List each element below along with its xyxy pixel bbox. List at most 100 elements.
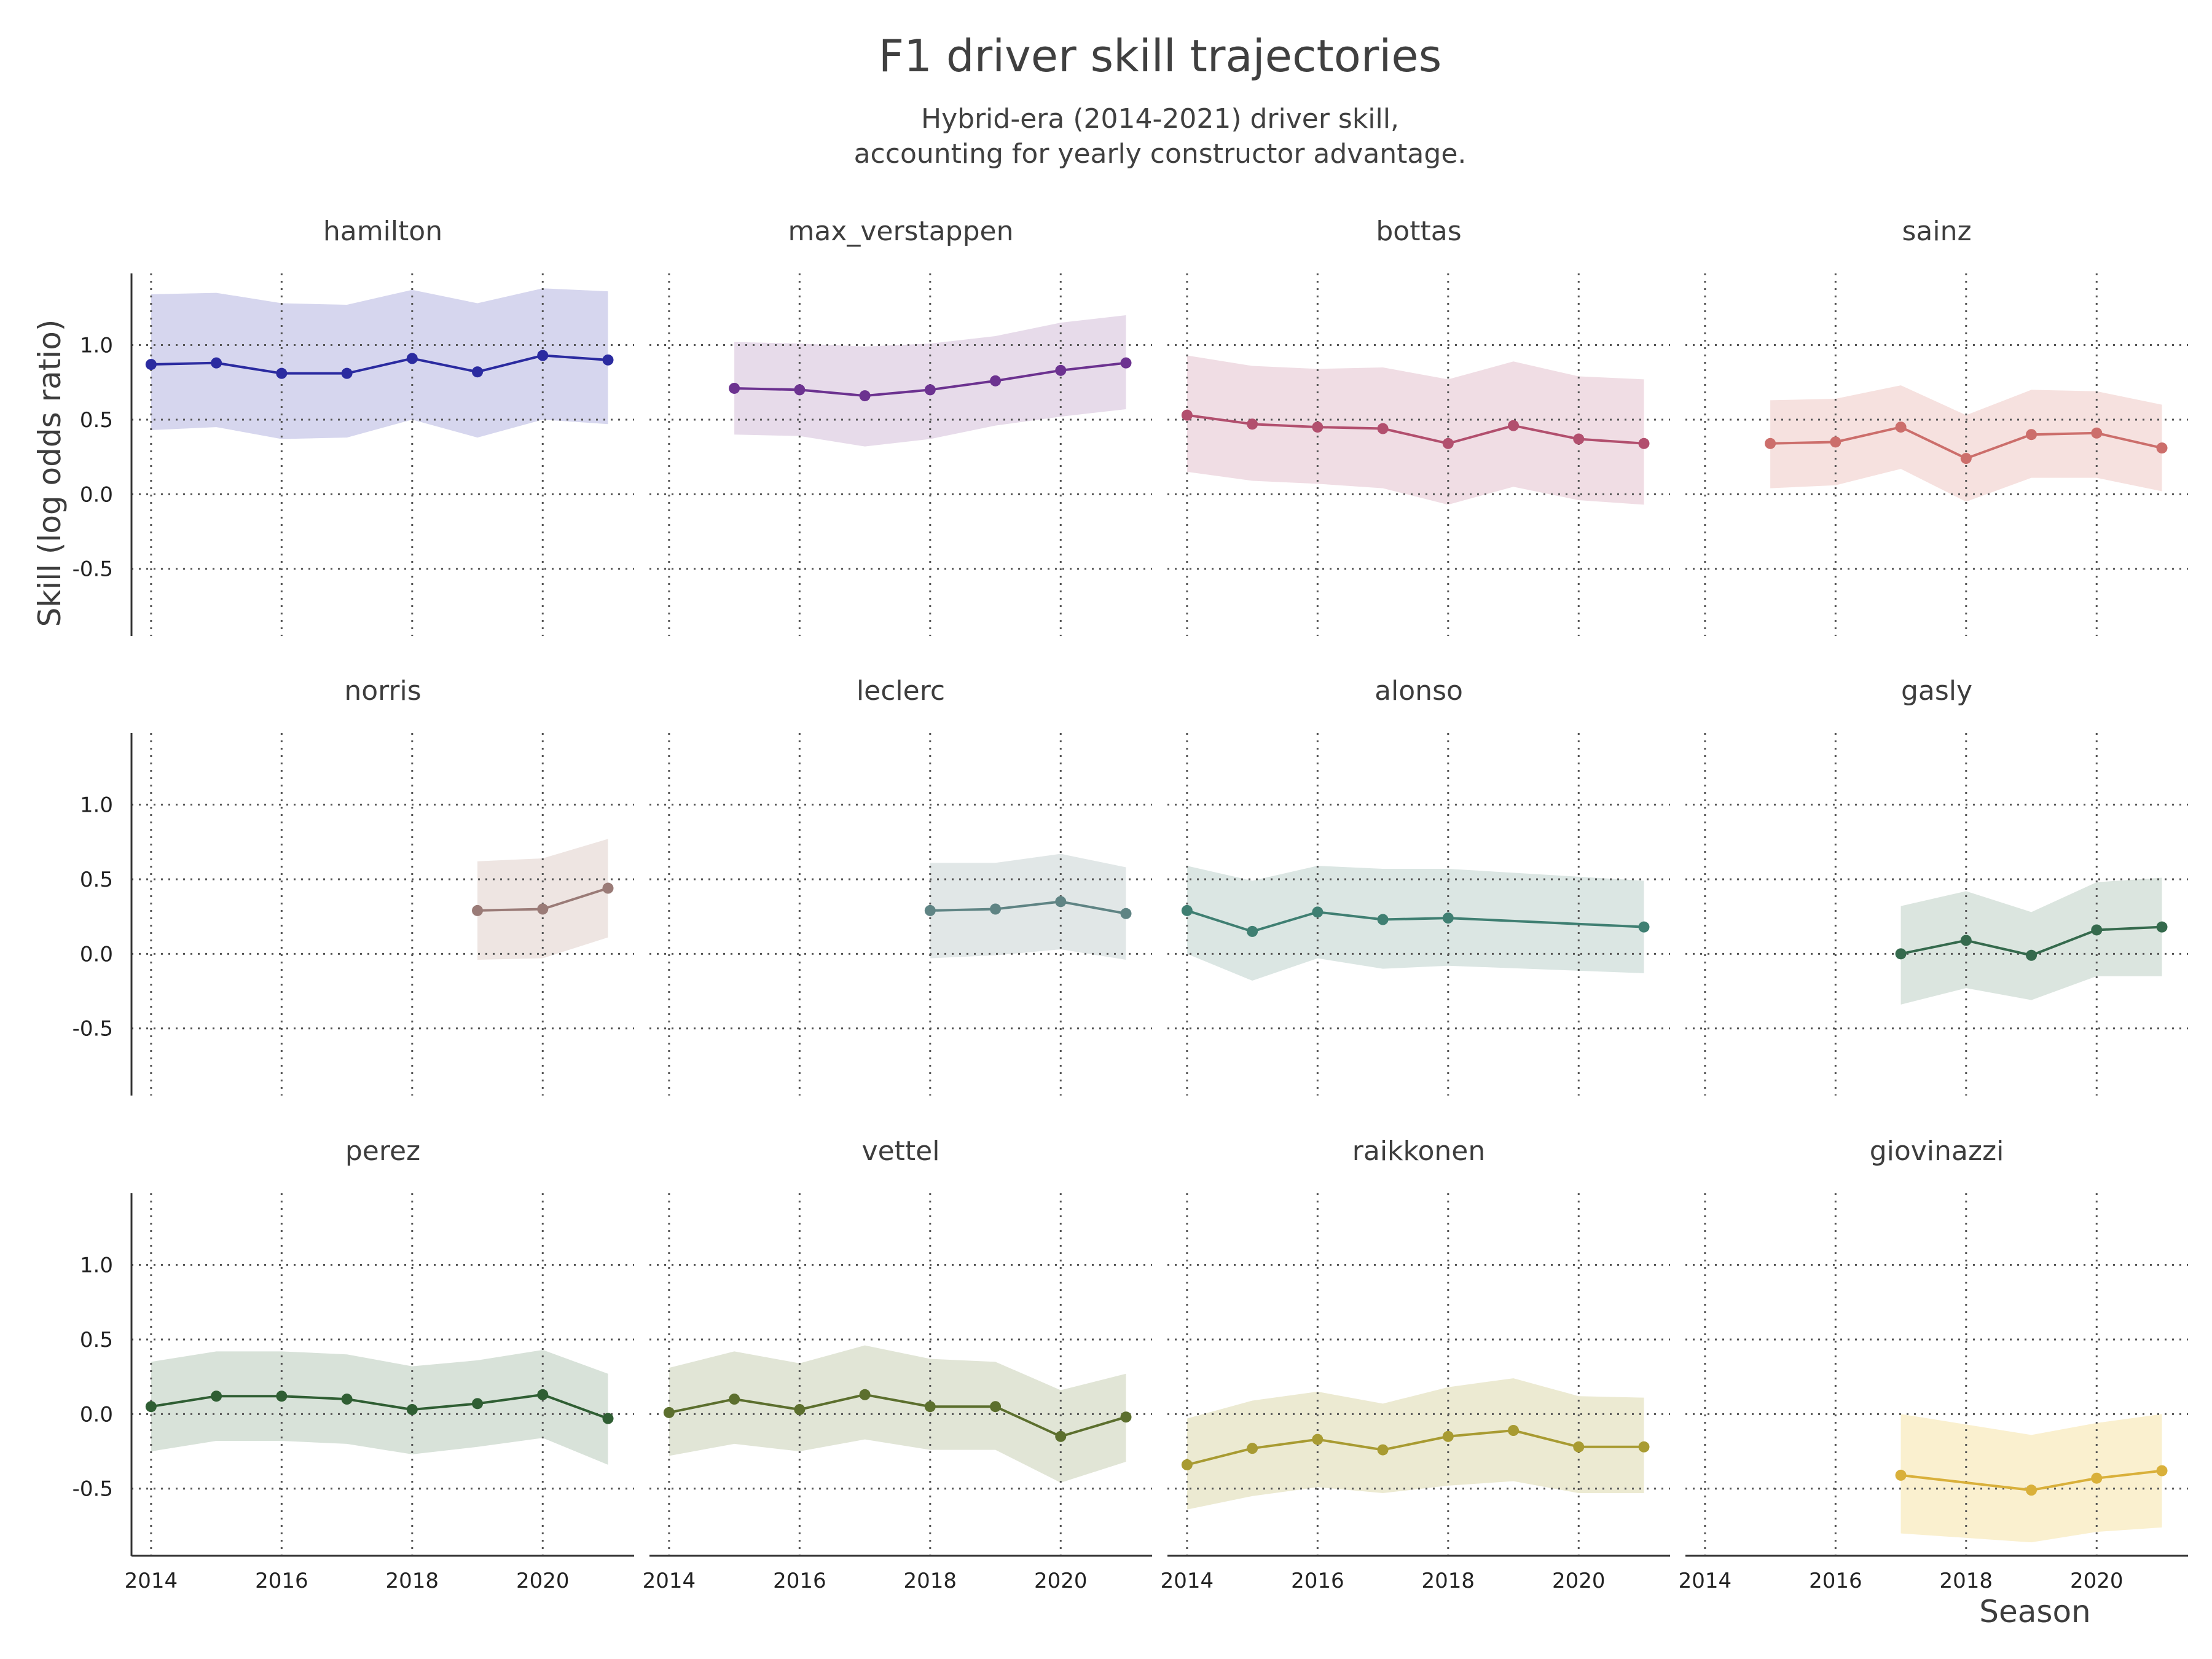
y-tick-label: 0.0 — [80, 942, 113, 967]
point-sainz-2017 — [1895, 422, 1907, 433]
panel-title-giovinazzi: giovinazzi — [1870, 1135, 2004, 1167]
band-hamilton — [151, 288, 608, 439]
chart-title: F1 driver skill trajectories — [879, 30, 1441, 82]
band-bottas — [1186, 355, 1644, 505]
point-max_verstappen-2017 — [859, 390, 871, 402]
y-tick-label: -0.5 — [73, 557, 113, 582]
point-perez-2020 — [537, 1389, 549, 1400]
panel-title-perez: perez — [345, 1135, 420, 1167]
panel-title-alonso: alonso — [1375, 675, 1463, 707]
panel-sainz: sainz — [1685, 216, 2188, 636]
point-vettel-2019 — [990, 1401, 1002, 1413]
point-perez-2016 — [276, 1390, 288, 1402]
point-raikkonen-2016 — [1312, 1433, 1324, 1445]
point-max_verstappen-2020 — [1055, 364, 1067, 376]
panel-raikkonen: raikkonen 2014 2016 2018 2020 — [1161, 1135, 1670, 1593]
band-giovinazzi — [1900, 1414, 2162, 1543]
y-tick-label: 1.0 — [80, 334, 113, 358]
point-alonso-2015 — [1247, 925, 1258, 937]
point-bottas-2020 — [1573, 433, 1585, 445]
series-line-perez — [151, 1393, 609, 1420]
point-raikkonen-2021 — [1638, 1441, 1650, 1453]
series-line-hamilton — [151, 354, 608, 375]
point-leclerc-2018 — [924, 904, 936, 916]
point-alonso-2021 — [1638, 921, 1650, 933]
point-sainz-2016 — [1830, 436, 1841, 448]
y-tick-label: 1.0 — [80, 793, 113, 818]
point-giovinazzi-2021 — [2156, 1465, 2168, 1477]
point-max_verstappen-2018 — [924, 384, 936, 396]
point-perez-2014 — [145, 1401, 157, 1413]
point-vettel-2021 — [1120, 1411, 1132, 1423]
point-alonso-2014 — [1181, 904, 1193, 916]
point-perez-2018 — [406, 1404, 418, 1416]
x-tick-label: 2018 — [386, 1569, 439, 1593]
point-max_verstappen-2016 — [794, 384, 806, 396]
panel-title-sainz: sainz — [1902, 216, 1971, 247]
x-tick-label: 2016 — [1809, 1569, 1862, 1593]
y-axis-label: Skill (log odds ratio) — [32, 320, 68, 627]
x-tick-label: 2016 — [1291, 1569, 1344, 1593]
y-tick-label: 0.0 — [80, 1402, 113, 1427]
y-tick-label: 0.5 — [80, 868, 113, 892]
point-sainz-2021 — [2156, 442, 2168, 454]
point-perez-2015 — [211, 1390, 222, 1402]
point-gasly-2018 — [1960, 935, 1972, 946]
panel-title-hamilton: hamilton — [323, 216, 442, 247]
y-tick-label: 0.0 — [80, 482, 113, 507]
point-bottas-2021 — [1638, 437, 1650, 449]
panel-giovinazzi: giovinazzi 2014 2016 2018 2020 — [1679, 1135, 2188, 1593]
x-tick-label: 2014 — [1679, 1569, 1732, 1593]
point-bottas-2016 — [1312, 422, 1324, 433]
point-norris-2021 — [602, 882, 614, 894]
point-norris-2019 — [472, 904, 484, 916]
point-giovinazzi-2020 — [2091, 1472, 2103, 1484]
point-raikkonen-2014 — [1181, 1459, 1193, 1470]
x-tick-label: 2014 — [125, 1569, 178, 1593]
point-hamilton-2017 — [341, 367, 353, 379]
point-hamilton-2015 — [211, 357, 222, 369]
panel-title-gasly: gasly — [1901, 675, 1972, 707]
series-line-leclerc — [930, 900, 1126, 915]
point-hamilton-2014 — [145, 359, 157, 371]
point-vettel-2014 — [663, 1406, 675, 1418]
y-tick-label: 0.5 — [80, 408, 113, 433]
point-raikkonen-2019 — [1508, 1425, 1520, 1437]
panel-alonso: alonso — [1167, 675, 1670, 1096]
point-vettel-2016 — [794, 1404, 806, 1416]
series-line-bottas — [1186, 414, 1644, 445]
point-leclerc-2019 — [990, 903, 1002, 915]
panel-title-norris: norris — [344, 675, 421, 707]
point-giovinazzi-2017 — [1895, 1469, 1907, 1481]
point-vettel-2017 — [859, 1389, 871, 1400]
point-norris-2020 — [537, 903, 549, 915]
point-sainz-2020 — [2091, 427, 2103, 439]
band-leclerc — [930, 853, 1126, 960]
y-tick-label: -0.5 — [73, 1017, 113, 1041]
panel-title-max_verstappen: max_verstappen — [788, 216, 1013, 247]
band-alonso — [1186, 866, 1644, 981]
point-vettel-2018 — [924, 1401, 936, 1413]
band-norris — [477, 839, 608, 960]
panel-leclerc: leclerc — [649, 675, 1152, 1096]
x-tick-label: 2020 — [1552, 1569, 1606, 1593]
point-bottas-2019 — [1508, 420, 1520, 431]
series-line-vettel — [669, 1393, 1127, 1438]
point-bottas-2018 — [1442, 437, 1454, 449]
point-raikkonen-2020 — [1573, 1441, 1585, 1453]
point-hamilton-2019 — [472, 366, 484, 378]
point-sainz-2018 — [1960, 453, 1972, 465]
x-tick-label: 2020 — [2070, 1569, 2124, 1593]
point-sainz-2019 — [2026, 429, 2037, 441]
x-tick-label: 2016 — [773, 1569, 826, 1593]
panel-norris: norris -0.5 0.0 0.5 1.0 — [73, 675, 634, 1096]
point-raikkonen-2015 — [1247, 1443, 1258, 1454]
panel-vettel: vettel 2014 2016 2018 2020 — [643, 1135, 1152, 1593]
panel-gasly: gasly — [1685, 675, 2188, 1096]
panel-perez: perez -0.5 0.0 0.5 1.0 2014 2016 2018 2020 — [73, 1135, 634, 1593]
point-gasly-2020 — [2091, 924, 2103, 936]
point-sainz-2015 — [1765, 437, 1776, 449]
point-alonso-2016 — [1312, 906, 1324, 918]
point-leclerc-2020 — [1055, 896, 1067, 908]
